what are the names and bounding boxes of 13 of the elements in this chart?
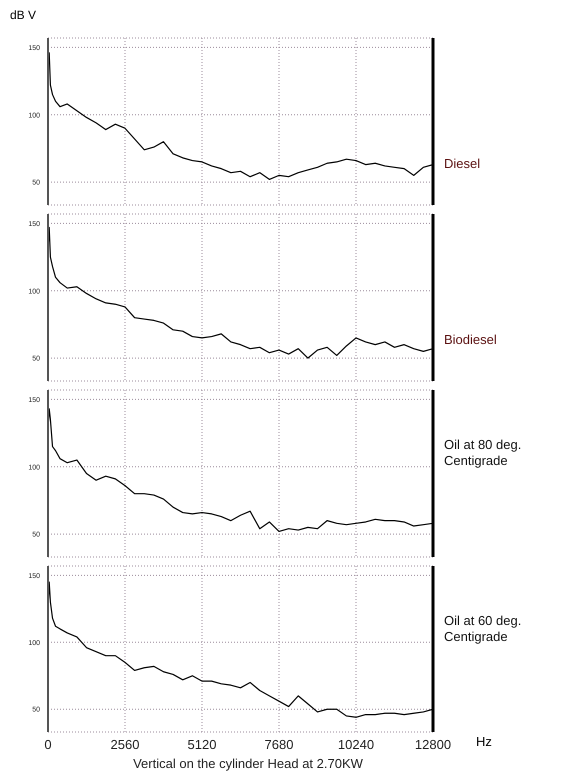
x-tick-label: 10240 [338, 737, 374, 752]
text: Oil at 60 deg. Centigrade [444, 613, 522, 645]
x-axis-title: Hz [476, 734, 492, 749]
text: Biodiesel [444, 332, 498, 348]
x-tick-label: 5120 [188, 737, 216, 752]
y-axis-title: dB V [10, 8, 36, 22]
x-tick-label: 12800 [414, 737, 452, 752]
text: Diesel [444, 156, 482, 172]
x-tick-label: 0 [44, 737, 52, 752]
x-tick-label: 7680 [264, 737, 294, 752]
x-tick-label: 2560 [110, 737, 140, 752]
text: Vertical on the cylinder Head at 2.70KW [132, 756, 364, 771]
text: Oil at 80 deg. Centigrade [444, 437, 522, 469]
